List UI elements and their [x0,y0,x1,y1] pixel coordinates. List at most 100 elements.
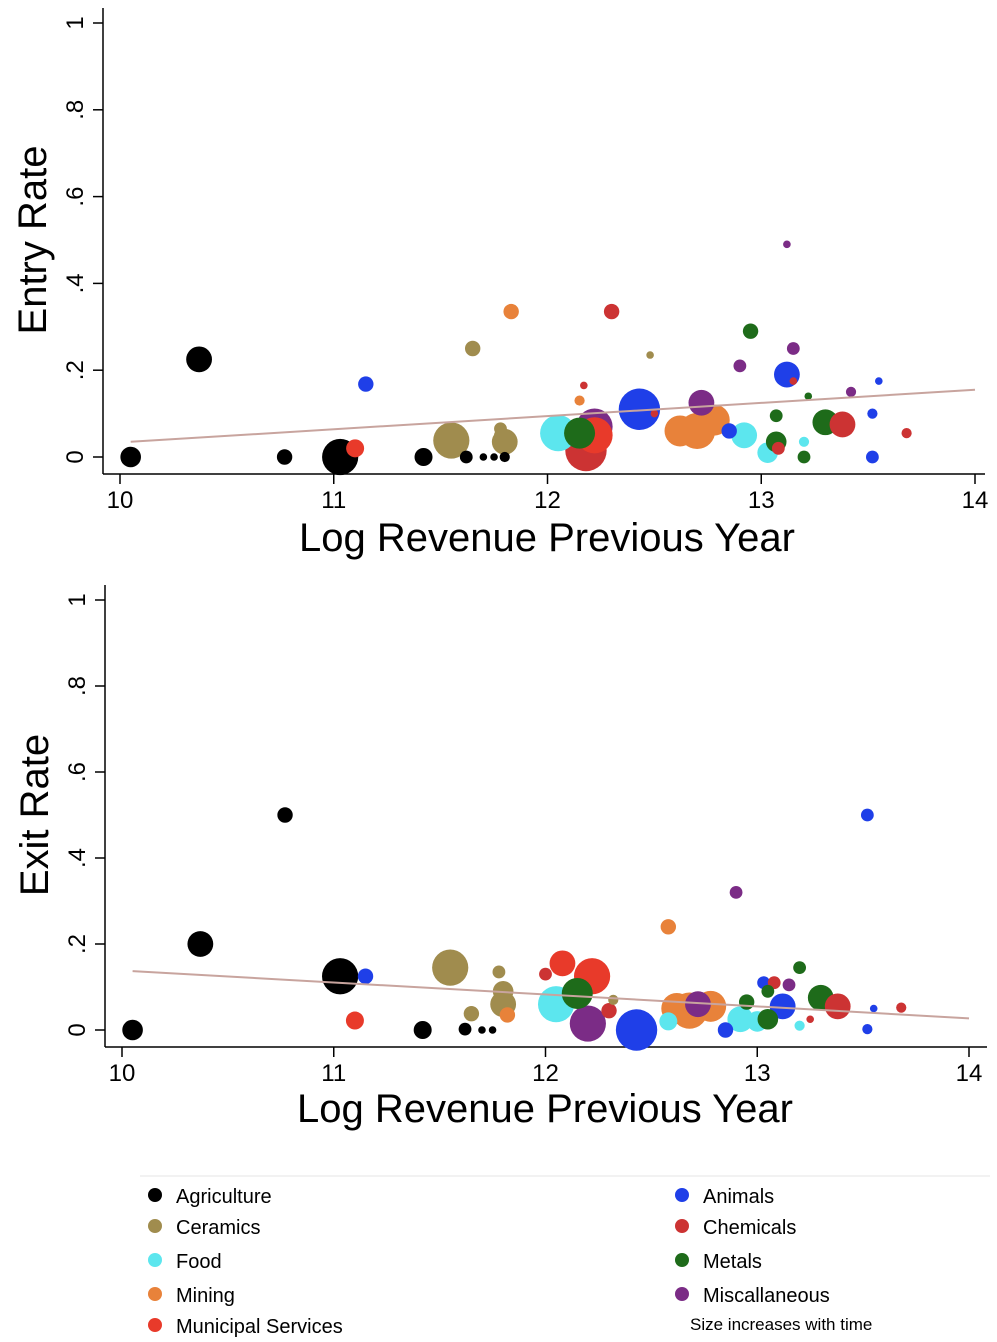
scatter-point [615,1009,658,1051]
legend-label: Food [176,1251,222,1273]
points-group [120,240,912,476]
legend-label: Municipal Services [176,1316,343,1338]
scatter-point [569,1005,606,1042]
scatter-point [771,441,785,455]
scatter-point [769,409,783,423]
scatter-point [797,450,811,464]
scatter-point [580,381,588,390]
scatter-point [804,392,813,401]
y-tick-label: .2 [64,934,91,954]
scatter-point [603,303,620,320]
scatter-point [733,359,747,373]
y-tick-label: .2 [62,360,89,380]
scatter-point [494,422,507,436]
y-tick-label: .6 [62,187,89,207]
legend-item: Food [148,1251,222,1273]
y-tick-label: .8 [62,100,89,120]
x-tick-label: 14 [956,1060,983,1087]
y-tick-label: .8 [64,676,91,696]
scatter-point [345,1011,364,1030]
x-tick-label: 13 [744,1060,771,1087]
fit-line-group [132,970,970,1020]
legend: Agriculture Animals Ceramics Chemicals Food M… [140,1175,990,1338]
scatter-point [618,388,661,430]
y-tick-label: 0 [62,450,89,463]
entry-rate-panel: 0 .2 .4 .6 .8 1 10 11 12 13 14 Entry Rate Log Rev… [11,8,988,560]
scatter-point [901,428,912,439]
scatter-point [601,1002,617,1019]
scatter-point [433,422,470,459]
scatter-point [875,377,883,385]
x-tick-label: 12 [534,487,561,514]
scatter-point [798,436,810,447]
scatter-point [499,1007,516,1023]
scatter-point [794,1020,805,1031]
scatter-point [358,376,374,392]
x-axis-title: Log Revenue Previous Year [299,516,795,560]
y-tick-label: .6 [64,762,91,782]
scatter-point [414,448,433,466]
legend-marker [148,1287,162,1301]
y-axis-title: Entry Rate [11,146,55,335]
legend-items: Agriculture Animals Ceramics Chemicals Food M… [148,1186,830,1338]
scatter-point [322,958,359,995]
legend-item: Animals [675,1186,774,1208]
y-axis-title: Exit Rate [13,734,57,896]
legend-marker [148,1188,162,1202]
legend-label: Metals [703,1251,762,1273]
scatter-point [829,411,856,438]
legend-label: Animals [703,1186,774,1208]
scatter-point [492,965,506,979]
legend-item: Chemicals [675,1217,796,1239]
legend-marker [675,1253,689,1267]
legend-item: Metals [675,1251,762,1273]
scatter-point [769,993,796,1020]
points-group [122,807,907,1051]
x-ticks: 10 11 12 13 14 [107,474,988,514]
x-tick-label: 10 [109,1060,136,1087]
scatter-point [824,993,851,1020]
scatter-point [717,1022,734,1038]
scatter-point [122,1019,143,1041]
legend-item: Miscallaneous [675,1285,830,1307]
scatter-point [564,417,596,449]
scatter-point [869,1004,878,1013]
fit-line [130,388,976,443]
legend-marker [148,1219,162,1233]
scatter-point [727,1006,754,1033]
scatter-point [742,323,759,339]
fit-line [132,970,970,1020]
scatter-point [574,395,585,406]
scatter-point [688,389,715,416]
y-tick-label: 1 [62,16,89,29]
x-tick-label: 11 [321,1060,346,1087]
scatter-point [276,449,293,465]
scatter-point [782,978,796,992]
legend-label: Miscallaneous [703,1285,830,1307]
legend-marker [675,1188,689,1202]
scatter-point [357,968,374,984]
legend-label: Mining [176,1285,235,1307]
legend-label: Ceramics [176,1217,260,1239]
scatter-point [757,1008,779,1030]
scatter-point [458,1022,472,1036]
scatter-point [721,423,737,439]
legend-label: Chemicals [703,1217,796,1239]
scatter-point [490,453,498,461]
scatter-point [660,919,677,935]
x-tick-label: 11 [321,487,346,514]
scatter-point [786,342,800,355]
scatter-point [479,453,488,461]
y-ticks: 0 .2 .4 .6 .8 1 [62,16,103,464]
scatter-point [464,340,481,357]
x-ticks: 10 11 12 13 14 [109,1047,983,1087]
scatter-point [503,303,519,320]
exit-rate-panel: 0 .2 .4 .6 .8 1 10 11 12 13 14 Exit Rate Log Reve… [13,585,987,1131]
scatter-point [806,1015,814,1024]
scatter-point [761,984,775,998]
x-tick-label: 13 [748,487,775,514]
scatter-point [549,950,576,977]
scatter-point [862,1024,873,1035]
x-tick-label: 12 [532,1060,559,1087]
